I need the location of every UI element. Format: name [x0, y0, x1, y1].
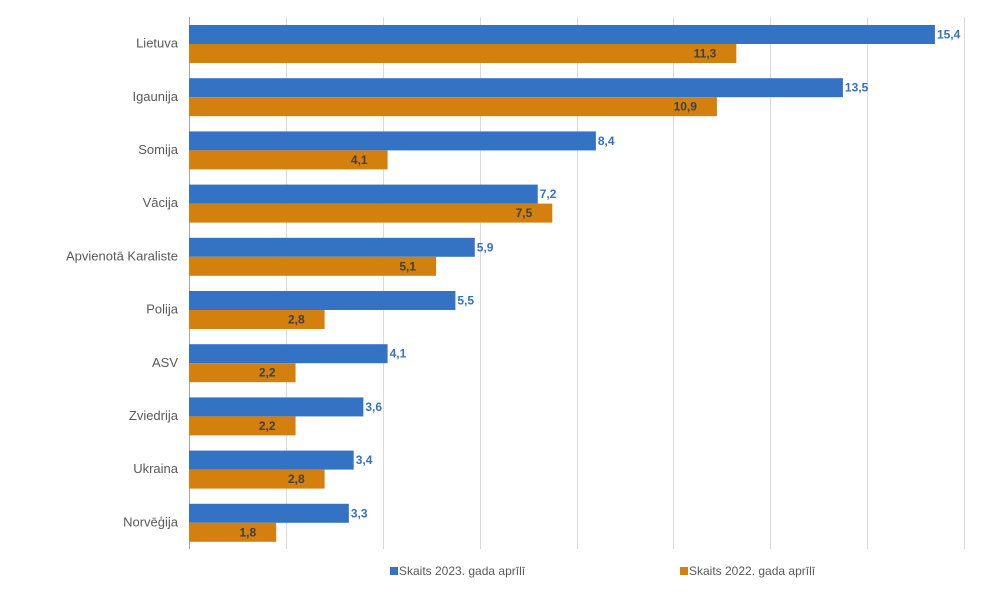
bar-2022 — [189, 522, 277, 542]
category-label: Norvēģija — [123, 514, 179, 529]
data-label: 5,5 — [457, 294, 474, 308]
data-label: 3,3 — [351, 506, 368, 520]
labels: Lietuva 15,4 11,3 Igaunija 13,5 10,9 Somija 8,4… — [66, 28, 961, 540]
bar-2022 — [189, 363, 296, 383]
category-label: Igaunija — [132, 89, 178, 104]
legend-swatch — [390, 567, 398, 575]
category-label: Somija — [138, 142, 179, 157]
data-label: 3,6 — [365, 400, 382, 414]
data-label: 8,4 — [598, 134, 615, 148]
data-label: 1,8 — [240, 525, 257, 539]
data-label: 2,8 — [288, 313, 305, 327]
bar-2022 — [189, 256, 437, 276]
bar-2023 — [189, 291, 456, 310]
data-label: 5,9 — [477, 240, 494, 254]
legend: Skaits 2023. gada aprīlī Skaits 2022. gad… — [390, 564, 816, 578]
data-label: 13,5 — [845, 81, 869, 95]
bar-2022 — [189, 416, 296, 436]
legend-label: Skaits 2023. gada aprīlī — [399, 564, 526, 578]
bars — [189, 25, 935, 542]
data-label: 2,8 — [288, 472, 305, 486]
category-label: Vācija — [143, 195, 179, 210]
category-label: Ukraina — [133, 461, 179, 476]
data-label: 3,4 — [356, 453, 373, 467]
bar-2022 — [189, 469, 325, 489]
category-label: Zviedrija — [129, 408, 179, 423]
bar-2022 — [189, 97, 717, 117]
bar-2023 — [189, 25, 935, 44]
data-label: 4,1 — [351, 153, 368, 167]
data-label: 7,2 — [540, 187, 557, 201]
category-label: Lietuva — [136, 36, 179, 51]
data-label: 2,2 — [259, 419, 276, 433]
data-label: 15,4 — [937, 28, 961, 42]
data-label: 7,5 — [516, 206, 533, 220]
category-label: ASV — [152, 355, 178, 370]
bar-2023 — [189, 78, 843, 98]
data-label: 2,2 — [259, 366, 276, 380]
bar-2023 — [189, 184, 538, 204]
bar-2023 — [189, 237, 475, 257]
data-label: 11,3 — [694, 47, 717, 61]
bar-2023 — [189, 397, 364, 417]
bar-2022 — [189, 44, 737, 63]
data-label: 4,1 — [390, 347, 407, 361]
category-label: Polija — [146, 302, 179, 317]
data-label: 10,9 — [674, 100, 698, 114]
bar-2023 — [189, 344, 388, 364]
bar-2022 — [189, 150, 388, 170]
bar-2022 — [189, 203, 553, 223]
bar-2023 — [189, 450, 354, 470]
bar-2022 — [189, 310, 325, 329]
legend-swatch — [680, 567, 688, 575]
data-label: 5,1 — [399, 259, 416, 273]
category-label: Apvienotā Karaliste — [66, 248, 178, 263]
bar-2023 — [189, 503, 349, 523]
bar-2023 — [189, 131, 596, 151]
legend-label: Skaits 2022. gada aprīlī — [689, 564, 816, 578]
